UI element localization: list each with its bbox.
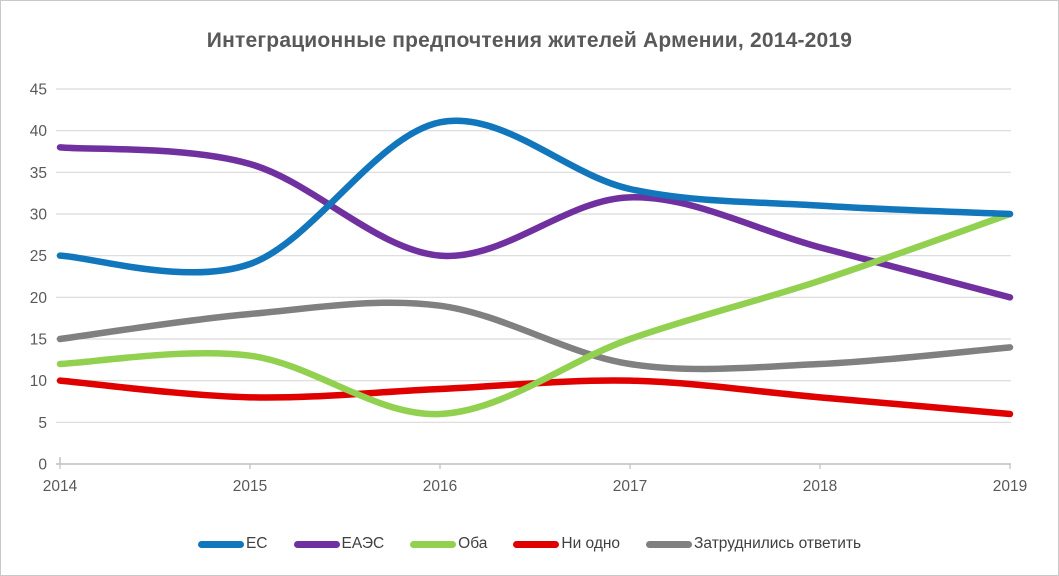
chart-legend: ЕС ЕАЭС Оба Ни одно Затруднились ответить <box>1 535 1058 553</box>
y-axis-tick-label: 5 <box>38 415 47 432</box>
series-line-2 <box>56 144 1014 301</box>
y-axis-tick-label: 0 <box>38 457 47 474</box>
legend-label: Затруднились ответить <box>694 535 862 552</box>
legend-item: ЕАЭС <box>293 535 385 553</box>
x-axis-tick-label: 2016 <box>423 478 457 495</box>
y-axis-tick-label: 30 <box>30 207 48 224</box>
legend-label: ЕС <box>245 535 268 552</box>
legend-label: Ни одно <box>561 535 621 552</box>
x-axis-tick-label: 2015 <box>233 478 267 495</box>
y-axis-tick-label: 25 <box>30 248 47 265</box>
x-axis-tick-label: 2018 <box>803 478 837 495</box>
legend-swatch-icon <box>646 540 693 548</box>
legend-label: ЕАЭС <box>341 535 385 552</box>
legend-swatch-icon <box>410 540 457 548</box>
legend-item: Оба <box>410 535 487 553</box>
y-axis-tick-label: 45 <box>30 82 47 99</box>
series-line-1 <box>56 117 1014 276</box>
legend-item: Ни одно <box>513 535 620 553</box>
legend-item: ЕС <box>197 535 268 553</box>
legend-swatch-icon <box>197 540 244 548</box>
x-axis-tick-label: 2014 <box>43 478 78 495</box>
x-axis-tick-label: 2017 <box>613 478 647 495</box>
series-line-3 <box>56 210 1014 418</box>
legend-swatch-icon <box>293 540 340 548</box>
legend-item: Затруднились ответить <box>646 535 861 553</box>
series-line-5 <box>56 299 1014 373</box>
legend-label: Оба <box>458 535 488 552</box>
y-axis-tick-label: 10 <box>30 373 48 390</box>
chart-title: Интеграционные предпочтения жителей Арме… <box>206 29 853 52</box>
y-axis-tick-label: 15 <box>30 332 47 349</box>
y-axis-tick-label: 20 <box>30 290 48 307</box>
y-axis-tick-label: 40 <box>30 123 48 140</box>
x-axis-tick-label: 2019 <box>993 478 1027 495</box>
y-axis-tick-label: 35 <box>30 165 47 182</box>
legend-swatch-icon <box>513 540 560 548</box>
